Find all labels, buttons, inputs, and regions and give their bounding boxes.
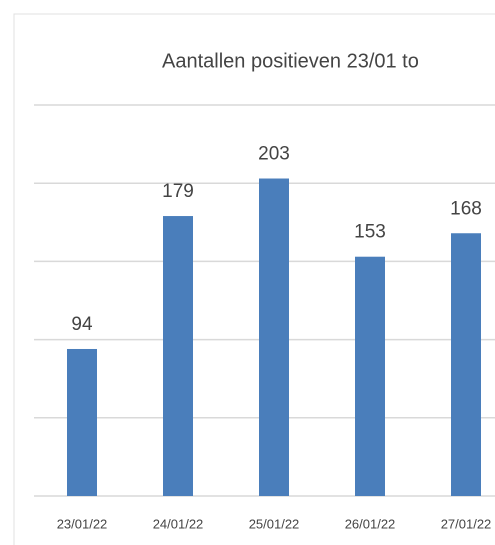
bar — [67, 348, 97, 496]
bar — [355, 256, 385, 496]
chart-title: Aantallen positieven 23/01 to — [162, 50, 419, 72]
x-tick-label: 25/01/22 — [249, 516, 300, 531]
value-label: 153 — [354, 222, 386, 243]
value-label: 94 — [71, 314, 93, 335]
x-tick-label: 27/01/22 — [441, 516, 492, 531]
x-tick-label: 23/01/22 — [57, 516, 108, 531]
chart-frame — [13, 13, 495, 545]
x-tick-label: 24/01/22 — [153, 516, 204, 531]
bar — [259, 178, 289, 496]
bar — [163, 216, 193, 496]
bar — [451, 233, 481, 497]
x-tick-label: 26/01/22 — [345, 516, 396, 531]
value-label: 168 — [450, 198, 482, 219]
value-label: 179 — [162, 181, 194, 202]
value-label: 203 — [258, 144, 290, 165]
